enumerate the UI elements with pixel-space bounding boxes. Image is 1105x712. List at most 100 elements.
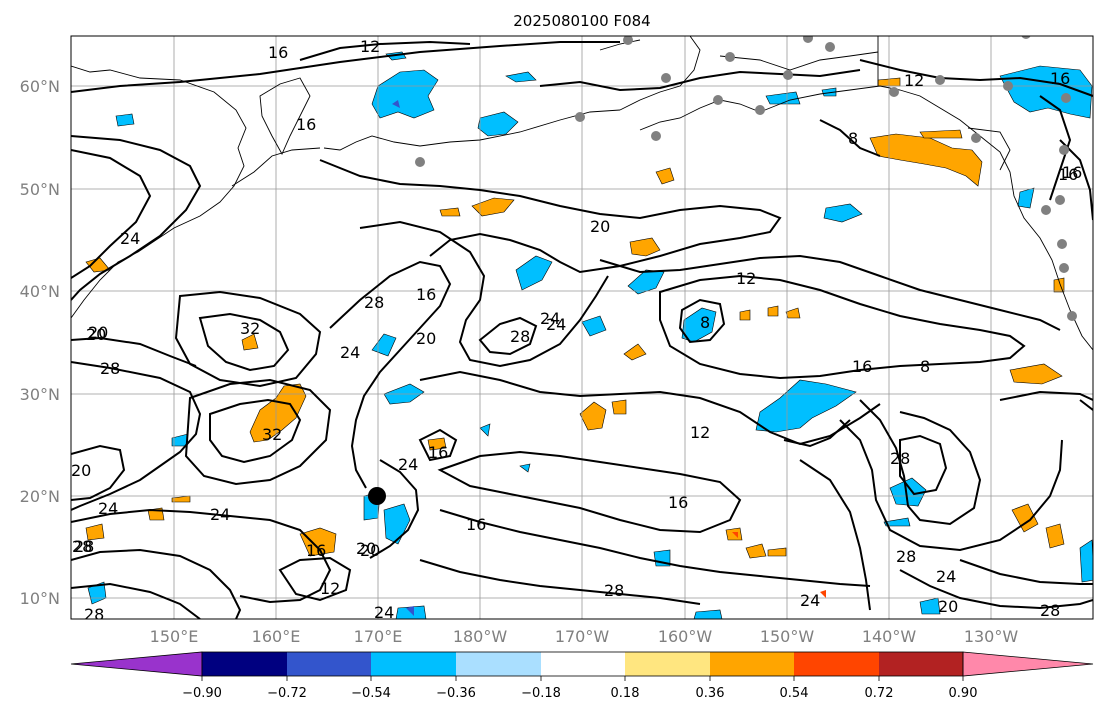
lat-label: 60°N (20, 77, 60, 96)
contour-label: 24 (120, 229, 140, 248)
colorbar-segment (625, 652, 710, 676)
contour-label: 28 (890, 449, 910, 468)
contour-label: 20 (360, 541, 380, 560)
coastline-bc-islands (967, 127, 1011, 171)
contour-label: 16 (296, 115, 316, 134)
contour-line (329, 260, 452, 489)
black-station-marker (368, 487, 386, 505)
lon-label: 170°E (354, 627, 403, 646)
contour-label: 20 (86, 325, 106, 344)
positive-anomaly-patches (85, 77, 1065, 559)
colorbar-tick-label: 0.54 (780, 686, 809, 701)
contour-label: 16 (428, 443, 448, 462)
shade-patch (505, 71, 537, 83)
lon-label: 170°W (555, 627, 610, 646)
shade-patch (519, 463, 531, 473)
contour-label-group: 16 12 16 16 12 16 8 24 20 16 12 28 16 20… (71, 37, 1082, 624)
colorbar-segment (202, 652, 287, 676)
colorbar-segment (879, 652, 963, 676)
contour-label: 24 (398, 455, 418, 474)
contour-line (71, 149, 152, 279)
colorbar-tick-label: 0.36 (696, 686, 725, 701)
contour-line (859, 59, 1093, 97)
contour-line (209, 398, 302, 464)
contour-label: 16 (1050, 69, 1070, 88)
contour-label: 8 (700, 313, 710, 332)
shade-patch (427, 437, 447, 451)
station-marker (1057, 239, 1067, 249)
contour-line (539, 69, 861, 92)
contour-label: 16 (668, 493, 688, 512)
contour-label: 16 (466, 515, 486, 534)
contour-line (71, 336, 197, 367)
coastline-aleutians (323, 109, 621, 151)
contour-label: 24 (800, 591, 820, 610)
contour-line (1079, 399, 1093, 411)
contour-label: 12 (690, 423, 710, 442)
contour-line (1059, 139, 1093, 221)
shade-patch (1045, 523, 1065, 549)
lat-label: 20°N (20, 487, 60, 506)
colorbar-tick-label: 0.18 (611, 686, 640, 701)
lon-label: 140°W (862, 627, 917, 646)
colorbar-segment (541, 652, 625, 676)
station-marker (661, 73, 671, 83)
contour-label: 24 (210, 505, 230, 524)
contour-label: 28 (1040, 601, 1060, 620)
contour-line (999, 390, 1093, 401)
contour-label: 28 (364, 293, 384, 312)
coastline-alaska-west (619, 36, 701, 111)
contour-label: 28 (510, 327, 530, 346)
colorbar-frame (201, 651, 964, 677)
strong-positive-patches (732, 532, 826, 598)
shade-patch (371, 69, 439, 119)
shade-patch (383, 503, 411, 545)
contour-label: 20 (416, 329, 436, 348)
contour-line (174, 290, 322, 388)
shade-patch (115, 113, 135, 127)
contour-line (678, 298, 726, 344)
shade-patch (392, 100, 400, 108)
contour-line (1039, 95, 1072, 201)
latitude-labels: 60°N 50°N 40°N 30°N 20°N 10°N (20, 77, 60, 608)
shade-patch (479, 423, 491, 437)
colorbar-extend-left (70, 651, 203, 677)
station-marker (725, 52, 735, 62)
station-marker (889, 87, 899, 97)
contour-label: 28 (84, 605, 104, 624)
colorbar-tick-label: 0.72 (865, 686, 894, 701)
shade-patch (745, 543, 767, 559)
contour-label: 24 (936, 567, 956, 586)
contour-label: 28 (896, 547, 916, 566)
station-marker (1055, 195, 1065, 205)
contour-line (799, 459, 871, 611)
contour-label: 32 (240, 319, 260, 338)
colorbar-segment (287, 652, 371, 676)
contour-label: 24 (546, 315, 566, 334)
contour-line (437, 450, 742, 534)
contour-label: 20 (356, 539, 376, 558)
contour-label: 20 (590, 217, 610, 236)
station-marker (415, 157, 425, 167)
colorbar-tick-labels: −0.90 −0.72 −0.54 −0.36 −0.18 0.18 0.36 … (182, 686, 977, 701)
station-marker (623, 36, 633, 45)
contour-lines (71, 40, 1093, 619)
contour-label: 32 (262, 425, 282, 444)
contour-line (599, 254, 1061, 331)
lon-label: 160°W (658, 627, 713, 646)
station-marker (971, 133, 981, 143)
contour-label: 12 (360, 37, 380, 56)
contour-label: 12 (904, 71, 924, 90)
contour-label: 28 (100, 359, 120, 378)
colorbar: −0.90 −0.72 −0.54 −0.36 −0.18 0.18 0.36 … (70, 651, 1094, 701)
shade-patch (732, 532, 738, 538)
contour-line (859, 399, 982, 526)
lat-label: 40°N (20, 282, 60, 301)
colorbar-segment (371, 652, 456, 676)
contour-line (278, 556, 352, 602)
contour-line (783, 419, 851, 448)
contour-label: 12 (320, 579, 340, 598)
shade-patch (820, 590, 826, 598)
shade-patch (767, 547, 787, 557)
station-marker (713, 95, 723, 105)
